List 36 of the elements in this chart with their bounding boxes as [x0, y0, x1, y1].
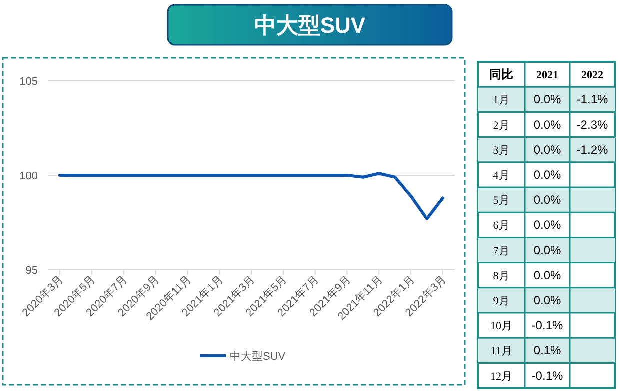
data-label: 0.0%	[534, 118, 562, 132]
line-series	[58, 172, 444, 220]
data-label: 0.0%	[534, 218, 562, 232]
legend-label: 中大型SUV	[230, 350, 286, 363]
data-label: 0.0%	[534, 142, 562, 157]
y-tick-label: 5月	[493, 195, 510, 208]
data-label: -0.1%	[532, 368, 564, 383]
y-tick-label: 105	[20, 76, 38, 88]
data-label: 0.0%	[534, 193, 562, 208]
y-tick-label: 9月	[493, 295, 510, 308]
data-label: -1.1%	[576, 92, 608, 107]
x-tick-label: 2021	[536, 70, 558, 82]
data-label: -2.3%	[576, 118, 608, 132]
y-tick-label: 3月	[493, 144, 510, 157]
y-tick-label: 2月	[493, 120, 510, 132]
data-label: 0.0%	[534, 168, 562, 182]
y-tick-label: 4月	[493, 170, 510, 182]
data-label: -0.1%	[532, 318, 564, 333]
data-label: 0.0%	[534, 243, 562, 258]
text: 同比	[490, 68, 514, 82]
x-tick-label: 2022	[582, 70, 604, 82]
y-tick-label: 7月	[493, 245, 510, 258]
data-label: -1.2%	[576, 142, 608, 157]
data-label: 0.0%	[534, 293, 562, 308]
y-tick-label: 95	[26, 265, 38, 277]
chart-title: 中大型SUV	[254, 13, 366, 38]
y-tick-label: 11月	[490, 346, 512, 358]
data-label: 0.0%	[534, 268, 562, 282]
data-label: 0.0%	[534, 92, 562, 107]
y-tick-label: 100	[20, 170, 38, 182]
y-tick-label: 8月	[493, 270, 510, 282]
y-tick-label: 12月	[490, 370, 512, 383]
y-tick-label: 10月	[490, 320, 512, 333]
data-label: 0.1%	[534, 344, 562, 358]
y-tick-label: 1月	[493, 94, 510, 107]
y-tick-label: 6月	[493, 220, 510, 232]
